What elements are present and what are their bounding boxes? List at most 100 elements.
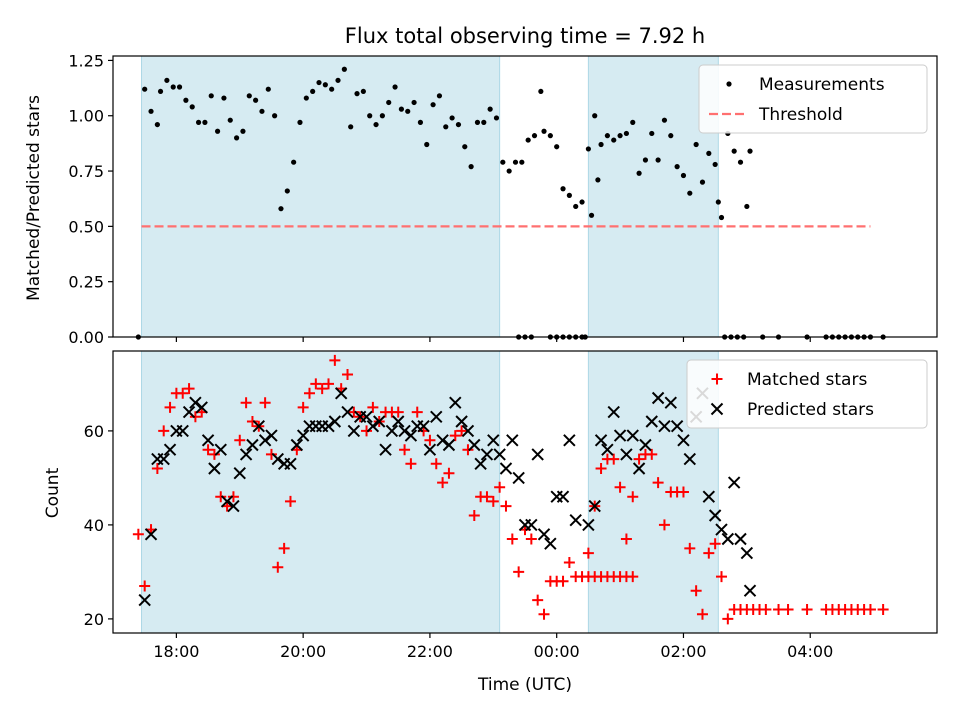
measurement-point (335, 77, 341, 83)
predicted-point (347, 424, 361, 438)
observing-window-0 (141, 350, 501, 634)
y-tick-label: 0.75 (68, 162, 104, 181)
measurement-point (392, 84, 398, 90)
matched-point (620, 533, 632, 545)
matched-point (513, 566, 525, 578)
measurement-point (443, 124, 449, 130)
measurement-point (715, 199, 721, 205)
measurement-point (623, 130, 630, 137)
predicted-point (702, 490, 716, 503)
measurement-point (430, 102, 436, 108)
predicted-point (189, 396, 202, 409)
predicted-point (601, 443, 614, 456)
matched-point (411, 406, 423, 418)
matched-point (696, 608, 708, 620)
measurement-point (240, 128, 246, 134)
predicted-point (537, 528, 551, 541)
measurement-point (579, 199, 585, 205)
measurement-point (481, 119, 487, 125)
predicted-point (182, 405, 196, 419)
predicted-point (708, 509, 722, 522)
predicted-point (569, 513, 582, 527)
measurement-point (604, 133, 611, 139)
predicted-point (582, 518, 595, 532)
measurement-point (592, 113, 598, 119)
measurement-point (214, 128, 221, 134)
measurement-point (348, 124, 354, 130)
matched-point (864, 604, 876, 615)
predicted-point (290, 438, 304, 452)
matched-point (703, 547, 715, 559)
legend-count: Matched stars Predicted stars (686, 359, 928, 429)
measurement-point (554, 144, 560, 150)
predicted-point (404, 429, 418, 442)
observing-window-1 (587, 55, 719, 338)
measurement-point (661, 117, 668, 123)
predicted-point (645, 415, 658, 428)
measurement-point (493, 115, 500, 121)
legend-marker-matched (711, 373, 723, 385)
measurement-point (303, 95, 309, 101)
measurement-point (417, 119, 424, 125)
predicted-point (544, 537, 557, 550)
observing-window-0 (141, 55, 501, 338)
predicted-point (436, 434, 449, 447)
x-tick-label: 02:00 (660, 642, 706, 661)
matched-point (361, 425, 373, 437)
count-panel: 20 40 60 18:00 20:00 22:00 00:00 02:00 04:00 Matc… (84, 350, 938, 661)
matched-point (652, 477, 664, 489)
measurement-point (630, 119, 636, 125)
measurement-point (655, 157, 661, 163)
predicted-point (651, 391, 665, 405)
measurement-point (649, 130, 655, 137)
matched-point (202, 444, 214, 456)
measurement-point (221, 95, 227, 101)
matched-point (430, 458, 442, 470)
matched-point (760, 604, 772, 615)
predicted-point (195, 401, 208, 414)
matched-point (177, 387, 189, 399)
matched-point (506, 533, 518, 545)
matched-point (481, 491, 493, 503)
measurement-point (411, 99, 417, 106)
matched-point (139, 580, 151, 592)
legend-label: Matched stars (747, 370, 867, 390)
matched-point (215, 491, 227, 503)
measurement-point (744, 203, 750, 210)
matched-point (227, 491, 239, 503)
y-tick-label: 0.50 (68, 217, 104, 236)
y-tick-label: 1.25 (68, 51, 104, 70)
predicted-point (506, 434, 519, 447)
matched-point (303, 387, 315, 399)
measurement-point (183, 97, 189, 103)
measurement-point (189, 104, 195, 110)
predicted-point (144, 528, 158, 541)
predicted-point (246, 438, 259, 452)
measurement-point (693, 141, 699, 148)
measurement-point (227, 117, 233, 123)
matched-point (449, 430, 461, 442)
measurement-point (202, 119, 208, 125)
measurement-point (519, 159, 525, 165)
matched-point (532, 594, 544, 606)
matched-point (627, 491, 639, 503)
predicted-point (379, 443, 392, 456)
matched-point (500, 500, 512, 512)
predicted-point (163, 443, 177, 456)
predicted-point (201, 434, 215, 447)
predicted-point (639, 438, 652, 452)
predicted-point (468, 438, 481, 452)
y-axis-label-count: Count (43, 467, 63, 518)
predicted-point (430, 410, 443, 424)
predicted-point (743, 584, 757, 597)
matched-point (608, 453, 620, 465)
predicted-point (341, 405, 354, 419)
matched-point (443, 467, 455, 479)
matched-point (265, 448, 277, 460)
measurement-point (329, 86, 335, 92)
measurement-point (699, 179, 706, 185)
measurement-point (259, 108, 265, 114)
predicted-point (727, 476, 741, 489)
matched-point (557, 575, 569, 587)
matched-point (690, 585, 702, 597)
